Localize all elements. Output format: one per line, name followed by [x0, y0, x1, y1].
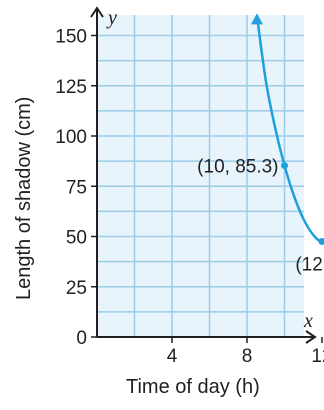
y-axis-variable: y	[106, 7, 117, 29]
x-axis-variable: x	[303, 310, 313, 332]
y-tick-label: 100	[55, 127, 87, 148]
horizontal-gridlines	[97, 34, 304, 313]
vertical-gridlines	[133, 15, 286, 337]
x-tick-label: 8	[242, 346, 253, 367]
x-tick-label: 12	[311, 346, 324, 367]
curve-arrowhead-icon	[250, 13, 263, 25]
plot-background	[97, 15, 304, 337]
data-point	[281, 162, 288, 170]
y-tick-label: 50	[66, 228, 87, 249]
x-axis-title: Time of day (h)	[126, 376, 260, 398]
x-tick-labels: 481216	[167, 337, 324, 367]
point-markers: (10, 85.3) (12, 47.5)	[197, 157, 324, 276]
y-tick-label: 0	[76, 328, 87, 349]
x-axis-arrow-icon	[305, 330, 317, 344]
y-tick-label: 150	[55, 27, 87, 48]
x-tick-label: 4	[167, 346, 178, 367]
axes	[90, 6, 317, 344]
y-tick-label: 25	[66, 278, 87, 299]
y-tick-labels: 0 25 50 75 100 125 150	[55, 27, 97, 349]
y-tick-label: 125	[55, 77, 87, 98]
y-axis-title: Length of shadow (cm)	[13, 97, 35, 300]
y-tick-label: 75	[66, 177, 87, 198]
y-axis-arrow-icon	[90, 6, 104, 18]
data-point-label: (10, 85.3)	[197, 157, 278, 178]
data-point	[318, 238, 324, 246]
data-point-label: (12, 47.5)	[295, 255, 324, 276]
